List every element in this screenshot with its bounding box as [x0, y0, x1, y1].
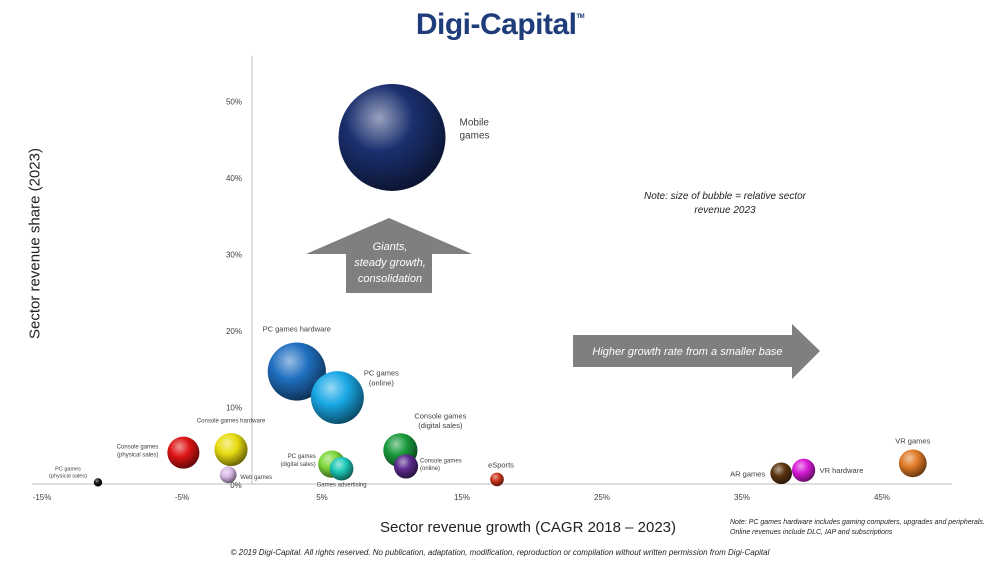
bubble-label: VR games [895, 436, 930, 445]
giants-arrow-text: Giants, steady growth, consolidation [354, 241, 426, 285]
x-tick-label: -15% [33, 493, 52, 502]
bubble-size-note: Note: size of bubble = relative sector r… [643, 191, 807, 216]
x-tick-label: 25% [594, 493, 610, 502]
y-tick-label: 30% [226, 251, 242, 260]
chart-axes: -15% -5% 5% 15% 25% 35% 45% 10% 20% 30% 40% 50% 0% [32, 55, 952, 502]
x-tick-label: 45% [874, 493, 890, 502]
y-tick-label: 10% [226, 404, 242, 413]
bubble-console-games-online [393, 454, 419, 479]
bubble-label: eSports [488, 460, 514, 469]
x-axis-label: Sector revenue growth (CAGR 2018 – 2023) [380, 519, 676, 536]
bubble-label: PC games (digital sales) [280, 454, 315, 468]
bubble-label: Console games hardware [197, 419, 266, 425]
bubble-ar-games [770, 462, 793, 485]
y-tick-label: 40% [226, 174, 242, 183]
giants-up-arrow [306, 218, 472, 293]
bubble-label: Web games [240, 475, 272, 481]
y-axis-label: Sector revenue share (2023) [26, 148, 44, 339]
bubble-pc-games-physical-sales [93, 478, 103, 487]
origin-label: 0% [230, 481, 242, 490]
higher-growth-arrow-text: Higher growth rate from a smaller base [592, 346, 783, 358]
bubble-label: Games advertising [317, 483, 367, 489]
annotation-arrows [306, 218, 820, 379]
footnote: Note: PC games hardware includes gaming … [730, 519, 985, 536]
brand-logo: Digi-CapitalTM [415, 8, 585, 41]
bubble-label: Console games (online) [420, 458, 462, 472]
bubble-label-layer: Mobile games PC games hardware PC games (onl… [49, 117, 931, 488]
y-tick-label: 20% [226, 327, 242, 336]
bubble-web-games [219, 466, 237, 484]
bubble-vr-games [898, 449, 927, 478]
bubble-games-advertising [329, 456, 354, 481]
bubble-label: Mobile games [460, 117, 490, 141]
bubble-label: AR games [730, 469, 765, 478]
x-tick-label: 15% [454, 493, 470, 502]
bubble-label: PC games hardware [263, 325, 331, 334]
y-tick-label: 50% [226, 98, 242, 107]
bubble-pc-games-hardware [267, 342, 326, 401]
bubble-layer [93, 83, 927, 487]
bubble-esports [490, 472, 504, 487]
bubble-label: Console games (physical sales) [117, 445, 159, 459]
bubble-mobile-games [338, 83, 446, 191]
bubble-label: Console games (digital sales) [414, 411, 466, 430]
higher-growth-right-arrow [573, 324, 820, 379]
bubble-label: PC games (online) [364, 369, 399, 388]
bubble-console-games-physical-sales [167, 436, 200, 469]
bubble-console-games-hardware [214, 433, 248, 467]
copyright: © 2019 Digi-Capital. All rights reserved… [230, 548, 770, 557]
bubble-label: PC games (physical sales) [49, 466, 87, 479]
x-tick-label: 35% [734, 493, 750, 502]
x-tick-label: 5% [316, 493, 328, 502]
bubble-label: VR hardware [820, 466, 864, 475]
x-tick-label: -5% [175, 493, 189, 502]
bubble-vr-hardware [792, 458, 816, 482]
bubble-pc-games-online [310, 371, 364, 425]
